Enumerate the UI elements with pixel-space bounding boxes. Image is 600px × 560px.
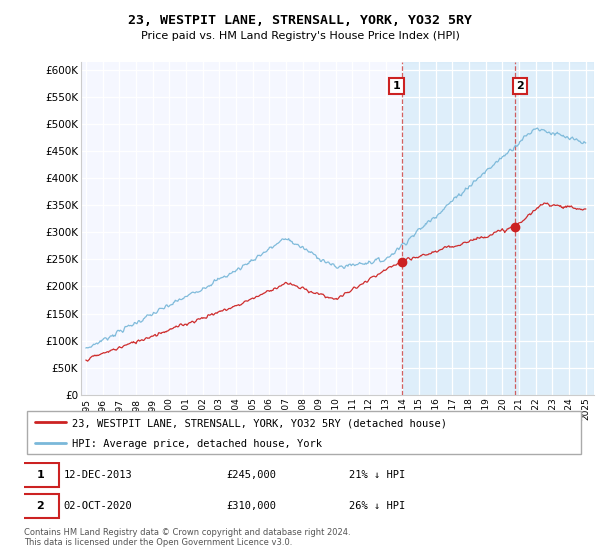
- Bar: [401, 62, 594, 395]
- Text: 2: 2: [37, 501, 44, 511]
- Text: 12-DEC-2013: 12-DEC-2013: [63, 470, 132, 480]
- Text: 02-OCT-2020: 02-OCT-2020: [63, 501, 132, 511]
- Text: £310,000: £310,000: [226, 501, 276, 511]
- FancyBboxPatch shape: [27, 410, 581, 455]
- Text: 21% ↓ HPI: 21% ↓ HPI: [349, 470, 406, 480]
- FancyBboxPatch shape: [21, 494, 59, 518]
- Text: 1: 1: [393, 81, 401, 91]
- Text: 2: 2: [516, 81, 524, 91]
- Text: 23, WESTPIT LANE, STRENSALL, YORK, YO32 5RY: 23, WESTPIT LANE, STRENSALL, YORK, YO32 …: [128, 14, 472, 27]
- Text: 1: 1: [37, 470, 44, 480]
- Text: Contains HM Land Registry data © Crown copyright and database right 2024.
This d: Contains HM Land Registry data © Crown c…: [24, 528, 350, 547]
- Text: 26% ↓ HPI: 26% ↓ HPI: [349, 501, 406, 511]
- FancyBboxPatch shape: [21, 463, 59, 487]
- Text: £245,000: £245,000: [226, 470, 276, 480]
- Text: 23, WESTPIT LANE, STRENSALL, YORK, YO32 5RY (detached house): 23, WESTPIT LANE, STRENSALL, YORK, YO32 …: [71, 418, 446, 428]
- Text: Price paid vs. HM Land Registry's House Price Index (HPI): Price paid vs. HM Land Registry's House …: [140, 31, 460, 41]
- Text: HPI: Average price, detached house, York: HPI: Average price, detached house, York: [71, 439, 322, 449]
